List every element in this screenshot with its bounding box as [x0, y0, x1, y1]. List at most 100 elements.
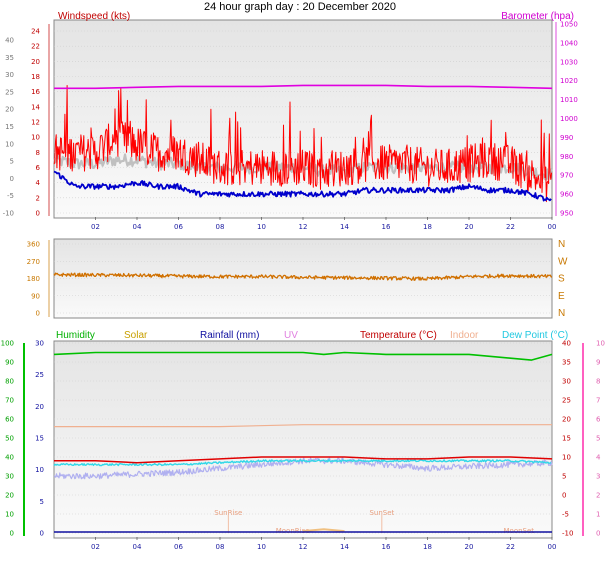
aux-tick-label: 15 [5, 123, 14, 131]
series-indoor [54, 424, 552, 428]
humidity-tick-label: 50 [5, 435, 14, 443]
x-tick-label: 02 [91, 543, 100, 551]
aux-tick-label: 25 [5, 88, 14, 96]
aux-tick-label: 30 [5, 71, 14, 79]
aux-tick-label: 40 [5, 37, 14, 45]
x-tick-label: 00 [548, 223, 557, 231]
uv-tick-label: 5 [596, 435, 600, 443]
x-tick-label: 04 [133, 223, 142, 231]
x-tick-label: 02 [91, 223, 100, 231]
humidity-tick-label: 0 [10, 530, 14, 538]
direction-tick-label: 270 [27, 258, 40, 266]
temp-tick-label: -5 [562, 511, 569, 519]
wind-tick-label: 14 [31, 103, 40, 111]
compass-label: E [558, 291, 565, 302]
legend-entry: Rainfall (mm) [200, 330, 259, 341]
rain-tick-label: 20 [35, 403, 44, 411]
temp-tick-label: 0 [562, 492, 566, 500]
uv-tick-label: 2 [596, 492, 600, 500]
temp-tick-label: 30 [562, 378, 571, 386]
wind-tick-label: 2 [36, 194, 40, 202]
baro-tick-label: 1050 [560, 21, 578, 29]
baro-tick-label: 980 [560, 153, 573, 161]
aux-tick-label: -5 [7, 192, 14, 200]
aux-tick-label: 35 [5, 54, 14, 62]
series-humidity [53, 351, 553, 361]
compass-label: N [558, 239, 565, 250]
annotation-label: MoonRise [276, 527, 310, 535]
x-tick-label: 16 [382, 223, 391, 231]
x-tick-label: 18 [423, 223, 432, 231]
legend-entry: UV [284, 330, 298, 341]
legend-entry: Temperature (°C) [360, 330, 437, 341]
x-tick-label: 16 [382, 543, 391, 551]
wind-tick-label: 22 [31, 43, 40, 51]
humidity-tick-label: 20 [5, 492, 14, 500]
baro-axis-label: Barometer (hpa) [501, 11, 574, 22]
temp-tick-label: 5 [562, 473, 566, 481]
rain-tick-label: 25 [35, 371, 44, 379]
humidity-tick-label: 30 [5, 473, 14, 481]
uv-tick-label: 7 [596, 397, 600, 405]
humidity-tick-label: 40 [5, 454, 14, 462]
wind-tick-label: 4 [36, 179, 41, 187]
temp-tick-label: 25 [562, 397, 571, 405]
uv-tick-label: 3 [596, 473, 600, 481]
wind-axis-label: Windspeed (kts) [58, 11, 130, 22]
humidity-tick-label: 100 [1, 340, 14, 348]
uv-tick-label: 4 [596, 454, 601, 462]
aux-tick-label: 20 [5, 106, 14, 114]
humidity-tick-label: 60 [5, 416, 14, 424]
x-tick-label: 10 [257, 223, 266, 231]
temp-tick-label: 35 [562, 359, 571, 367]
uv-tick-label: 1 [596, 511, 600, 519]
wind-tick-label: 0 [36, 210, 40, 218]
rain-tick-label: 30 [35, 340, 44, 348]
x-tick-label: 18 [423, 543, 432, 551]
uv-tick-label: 8 [596, 378, 600, 386]
wind-tick-label: 8 [36, 149, 40, 157]
humidity-tick-label: 90 [5, 359, 14, 367]
wind-tick-label: 10 [31, 134, 40, 142]
baro-tick-label: 950 [560, 210, 573, 218]
direction-tick-label: 180 [27, 275, 40, 283]
annotation-label: SunSet [369, 509, 394, 517]
aux-tick-label: 0 [10, 175, 14, 183]
temp-tick-label: 15 [562, 435, 571, 443]
wind-tick-label: 16 [31, 88, 40, 96]
direction-tick-label: 90 [31, 292, 40, 300]
baro-tick-label: 970 [560, 172, 573, 180]
temperature-panel: Humidity Solar Rainfall (mm) UV Temperature … [1, 330, 605, 551]
x-tick-label: 04 [133, 543, 142, 551]
legend-entry: Humidity [56, 330, 95, 341]
compass-label: N [558, 308, 565, 319]
baro-tick-label: 990 [560, 134, 573, 142]
series-gray-band [53, 457, 553, 480]
rain-tick-label: 15 [35, 435, 44, 443]
annotation-label: SunRise [214, 509, 242, 517]
x-tick-label: 14 [340, 223, 349, 231]
x-tick-label: 10 [257, 543, 266, 551]
x-tick-label: 08 [216, 543, 225, 551]
x-tick-label: 12 [299, 543, 308, 551]
wind-tick-label: 20 [31, 58, 40, 66]
x-tick-label: 20 [465, 223, 474, 231]
direction-tick-label: 360 [27, 241, 40, 249]
baro-tick-label: 960 [560, 191, 573, 199]
x-tick-label: 14 [340, 543, 349, 551]
legend-entry: Dew Point (°C) [502, 330, 568, 341]
x-tick-label: 12 [299, 223, 308, 231]
x-tick-label: 08 [216, 223, 225, 231]
series-solar [302, 528, 345, 533]
humidity-tick-label: 80 [5, 378, 14, 386]
temp-tick-label: 10 [562, 454, 571, 462]
series-wind-gust [53, 85, 552, 203]
x-tick-label: 20 [465, 543, 474, 551]
series-barometer [54, 84, 553, 90]
wind-tick-label: 24 [31, 28, 40, 36]
baro-tick-label: 1030 [560, 58, 578, 66]
x-tick-label: 06 [174, 223, 183, 231]
series-temperature [54, 456, 553, 464]
